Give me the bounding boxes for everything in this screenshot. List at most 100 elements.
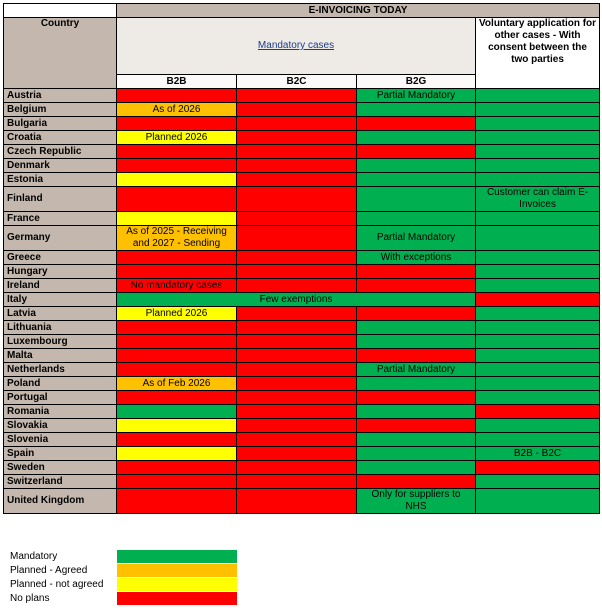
country-name: Slovenia	[3, 432, 117, 447]
status-cell	[474, 116, 601, 131]
voluntary-header: Voluntary application for other cases - …	[474, 17, 601, 89]
country-name: Czech Republic	[3, 144, 117, 159]
country-row: Finland Customer can claim E-Invoices	[3, 186, 601, 212]
status-cell	[356, 116, 476, 131]
status-cell	[236, 88, 357, 103]
status-cell	[356, 264, 476, 279]
status-cell	[474, 418, 601, 433]
country-name: Luxembourg	[3, 334, 117, 349]
status-cell	[356, 460, 476, 475]
status-cell	[116, 250, 237, 265]
status-cell	[236, 278, 357, 293]
country-row: Greece With exceptions	[3, 250, 601, 265]
status-cell: As of 2026	[116, 102, 237, 117]
status-cell	[474, 334, 601, 349]
status-cell	[116, 264, 237, 279]
status-cell	[356, 186, 476, 212]
status-cell	[474, 88, 601, 103]
status-cell	[474, 225, 601, 251]
status-cell	[474, 102, 601, 117]
country-name: Austria	[3, 88, 117, 103]
status-cell	[236, 306, 357, 321]
mandatory-header: Mandatory cases	[116, 17, 476, 75]
status-cell	[116, 474, 237, 489]
status-cell	[116, 186, 237, 212]
status-cell	[236, 211, 357, 226]
legend-item: Planned - Agreed	[10, 563, 237, 577]
table-title: E-INVOICING TODAY	[115, 3, 601, 18]
status-cell	[236, 116, 357, 131]
country-row: Slovakia	[3, 418, 601, 433]
country-name: Poland	[3, 376, 117, 391]
country-row: Ireland No mandatory cases	[3, 278, 601, 293]
status-cell: Only for suppliers to NHS	[356, 488, 476, 514]
country-row: Estonia	[3, 172, 601, 187]
country-name: Belgium	[3, 102, 117, 117]
status-cell	[474, 211, 601, 226]
status-cell	[474, 278, 601, 293]
status-cell	[474, 376, 601, 391]
status-cell	[356, 278, 476, 293]
column-header: B2B	[116, 74, 237, 89]
status-cell	[356, 320, 476, 335]
status-cell	[356, 432, 476, 447]
status-cell	[236, 172, 357, 187]
status-cell	[474, 250, 601, 265]
status-cell	[474, 460, 601, 475]
country-row: Malta	[3, 348, 601, 363]
legend-item: No plans	[10, 591, 237, 605]
status-cell	[474, 264, 601, 279]
status-cell	[236, 158, 357, 173]
country-row: France	[3, 211, 601, 226]
status-cell	[356, 306, 476, 321]
status-cell	[356, 446, 476, 461]
country-row: Croatia Planned 2026	[3, 130, 601, 145]
status-cell	[356, 474, 476, 489]
legend: Mandatory Planned - Agreed Planned - not a…	[10, 549, 237, 605]
status-cell	[356, 390, 476, 405]
status-cell	[116, 116, 237, 131]
legend-label: Planned - not agreed	[10, 578, 104, 590]
country-name: Bulgaria	[3, 116, 117, 131]
country-row: Netherlands Partial Mandatory	[3, 362, 601, 377]
country-row: Poland As of Feb 2026	[3, 376, 601, 391]
country-name: Ireland	[3, 278, 117, 293]
status-cell	[356, 376, 476, 391]
status-cell	[116, 432, 237, 447]
status-cell	[116, 320, 237, 335]
status-cell	[116, 334, 237, 349]
country-name: Estonia	[3, 172, 117, 187]
country-name: France	[3, 211, 117, 226]
legend-swatch	[117, 577, 237, 591]
status-cell	[116, 362, 237, 377]
status-cell	[116, 172, 237, 187]
country-name: Greece	[3, 250, 117, 265]
status-cell	[474, 172, 601, 187]
status-cell	[236, 264, 357, 279]
country-row: Lithuania	[3, 320, 601, 335]
status-cell	[116, 404, 237, 419]
country-row: Germany As of 2025 - Receiving and 2027 -…	[3, 225, 601, 251]
status-cell: Partial Mandatory	[356, 88, 476, 103]
status-cell: Planned 2026	[116, 130, 237, 145]
country-row: Slovenia	[3, 432, 601, 447]
country-name: Italy	[3, 292, 117, 307]
status-cell	[474, 348, 601, 363]
status-cell	[116, 144, 237, 159]
column-header: B2C	[236, 74, 357, 89]
status-cell	[116, 446, 237, 461]
status-cell	[474, 130, 601, 145]
country-row: Portugal	[3, 390, 601, 405]
status-cell	[474, 432, 601, 447]
country-row: Italy Few exemptions	[3, 292, 601, 307]
status-cell	[236, 418, 357, 433]
legend-swatch	[117, 591, 237, 605]
status-cell: No mandatory cases	[116, 278, 237, 293]
country-name: Switzerland	[3, 474, 117, 489]
status-cell	[236, 390, 357, 405]
status-cell	[356, 211, 476, 226]
status-cell	[474, 158, 601, 173]
country-name: Sweden	[3, 460, 117, 475]
country-row: Denmark	[3, 158, 601, 173]
